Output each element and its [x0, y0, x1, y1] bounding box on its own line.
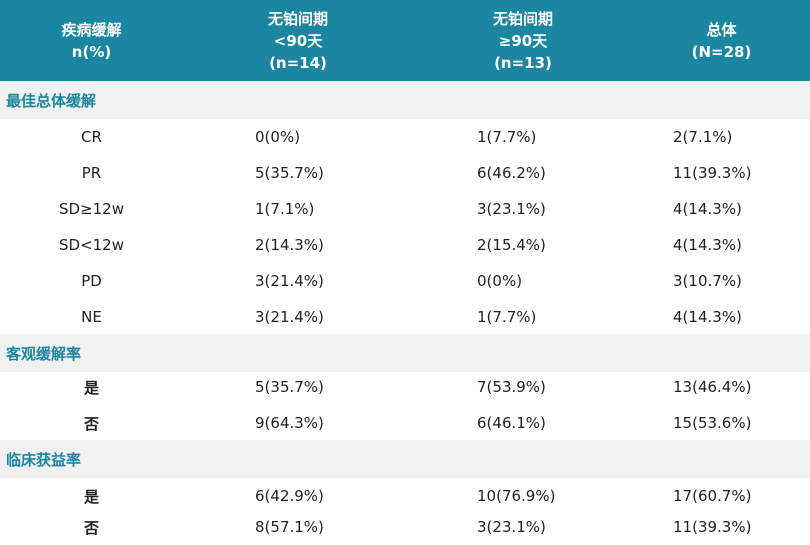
table-row: CR 0(0%) 1(7.7%) 2(7.1%): [0, 119, 810, 155]
cell-pfi-ge90: 1(7.7%): [477, 128, 537, 146]
header-pfi-lt90: 无铂间期 <90天 (n=14): [267, 9, 328, 72]
cell-overall: 3(10.7%): [673, 272, 742, 290]
cell-pfi-ge90: 2(15.4%): [477, 236, 546, 254]
cell-overall: 4(14.3%): [673, 236, 742, 254]
cell-overall: 17(60.7%): [673, 487, 752, 505]
cell-overall: 15(53.6%): [673, 414, 752, 432]
cell-pfi-ge90: 7(53.9%): [477, 378, 546, 396]
cell-pfi-lt90: 9(64.3%): [255, 414, 324, 432]
table-row: PR 5(35.7%) 6(46.2%) 11(39.3%): [0, 155, 810, 191]
cell-pfi-lt90: 3(21.4%): [255, 272, 324, 290]
table-row: SD≥12w 1(7.1%) 3(23.1%) 4(14.3%): [0, 191, 810, 227]
section-title: 最佳总体缓解: [6, 91, 97, 110]
cell-overall: 4(14.3%): [673, 308, 742, 326]
table-row: NE 3(21.4%) 1(7.7%) 4(14.3%): [0, 299, 810, 335]
cell-overall: 11(39.3%): [673, 518, 752, 536]
header-disease-response: 疾病缓解 n(%): [61, 20, 122, 61]
cell-pfi-lt90: 5(35.7%): [255, 164, 324, 182]
table-row: PD 3(21.4%) 0(0%) 3(10.7%): [0, 263, 810, 299]
cell-pfi-lt90: 3(21.4%): [255, 308, 324, 326]
section-title: 临床获益率: [6, 450, 82, 469]
row-label: SD<12w: [59, 236, 124, 254]
table-row: 否 9(64.3%) 6(46.1%) 15(53.6%): [0, 405, 810, 441]
cell-overall: 11(39.3%): [673, 164, 752, 182]
row-label: 否: [83, 414, 99, 433]
row-label: 是: [83, 487, 99, 506]
cell-pfi-ge90: 1(7.7%): [477, 308, 537, 326]
section-best-overall-response: 最佳总体缓解: [0, 81, 810, 119]
cell-pfi-lt90: 0(0%): [255, 128, 301, 146]
section-objective-response-rate: 客观缓解率: [0, 334, 810, 372]
cell-pfi-ge90: 10(76.9%): [477, 487, 556, 505]
table-row: 是 5(35.7%) 7(53.9%) 13(46.4%): [0, 369, 810, 405]
header-overall: 总体 (N=28): [691, 20, 752, 61]
row-label: PR: [81, 164, 102, 182]
cell-pfi-ge90: 3(23.1%): [477, 200, 546, 218]
cell-pfi-ge90: 0(0%): [477, 272, 523, 290]
cell-pfi-lt90: 8(57.1%): [255, 518, 324, 536]
row-label: CR: [81, 128, 102, 146]
cell-pfi-lt90: 6(42.9%): [255, 487, 324, 505]
row-label: 是: [83, 378, 99, 397]
cell-overall: 13(46.4%): [673, 378, 752, 396]
cell-pfi-ge90: 3(23.1%): [477, 518, 546, 536]
section-title: 客观缓解率: [6, 344, 82, 363]
section-clinical-benefit-rate: 临床获益率: [0, 440, 810, 478]
row-label: PD: [81, 272, 102, 290]
row-label: SD≥12w: [59, 200, 124, 218]
row-label: NE: [81, 308, 102, 326]
header-pfi-ge90: 无铂间期 ≥90天 (n=13): [492, 9, 553, 72]
table-row: SD<12w 2(14.3%) 2(15.4%) 4(14.3%): [0, 227, 810, 263]
cell-overall: 2(7.1%): [673, 128, 733, 146]
row-label: 否: [83, 518, 99, 537]
cell-pfi-ge90: 6(46.1%): [477, 414, 546, 432]
table-row: 否 8(57.1%) 3(23.1%) 11(39.3%): [0, 509, 810, 545]
cell-pfi-lt90: 2(14.3%): [255, 236, 324, 254]
cell-pfi-lt90: 5(35.7%): [255, 378, 324, 396]
cell-pfi-lt90: 1(7.1%): [255, 200, 315, 218]
cell-overall: 4(14.3%): [673, 200, 742, 218]
table-row: 是 6(42.9%) 10(76.9%) 17(60.7%): [0, 478, 810, 514]
table-header: 疾病缓解 n(%) 无铂间期 <90天 (n=14) 无铂间期 ≥90天 (n=…: [0, 0, 810, 81]
cell-pfi-ge90: 6(46.2%): [477, 164, 546, 182]
